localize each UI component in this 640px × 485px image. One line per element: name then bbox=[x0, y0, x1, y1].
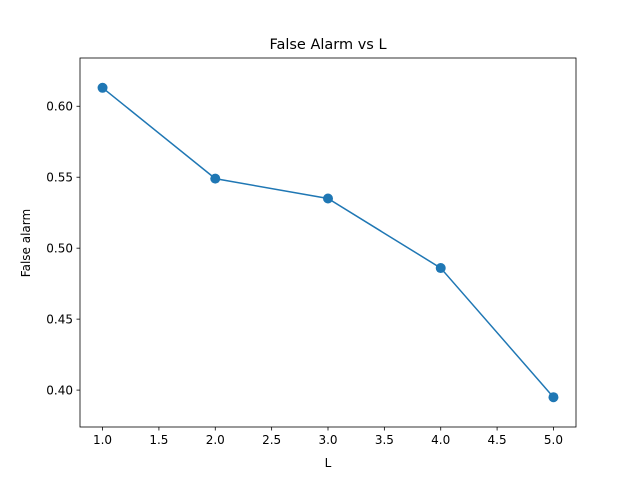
data-point bbox=[210, 173, 221, 184]
x-tick-label: 2.5 bbox=[262, 433, 281, 447]
y-tick-label: 0.50 bbox=[46, 241, 73, 255]
x-tick-label: 4.5 bbox=[488, 433, 507, 447]
plot-area bbox=[97, 82, 559, 403]
data-point bbox=[323, 193, 333, 204]
chart-title: False Alarm vs L bbox=[269, 37, 386, 53]
y-tick-label: 0.55 bbox=[46, 171, 73, 185]
y-tick-label: 0.45 bbox=[46, 312, 73, 326]
x-axis-ticks: 1.0 1.5 2.0 2.5 3.0 3.5 4.0 4.5 5.0 bbox=[93, 427, 563, 447]
x-tick-label: 1.0 bbox=[93, 433, 112, 447]
x-tick-label: 3.0 bbox=[318, 433, 337, 447]
x-tick-label: 5.0 bbox=[544, 433, 563, 447]
x-tick-label: 3.5 bbox=[375, 433, 394, 447]
data-point bbox=[548, 392, 559, 403]
x-tick-label: 2.0 bbox=[206, 433, 225, 447]
data-point bbox=[435, 263, 446, 274]
y-axis-ticks: 0.40 0.45 0.50 0.55 0.60 bbox=[46, 100, 80, 397]
x-axis-label: L bbox=[325, 456, 332, 470]
y-axis-label: False alarm bbox=[19, 209, 33, 277]
data-point bbox=[97, 82, 108, 93]
y-tick-label: 0.40 bbox=[46, 383, 73, 397]
y-tick-label: 0.60 bbox=[46, 100, 73, 114]
x-tick-label: 4.0 bbox=[431, 433, 450, 447]
x-tick-label: 1.5 bbox=[149, 433, 168, 447]
axes-frame bbox=[79, 57, 577, 428]
